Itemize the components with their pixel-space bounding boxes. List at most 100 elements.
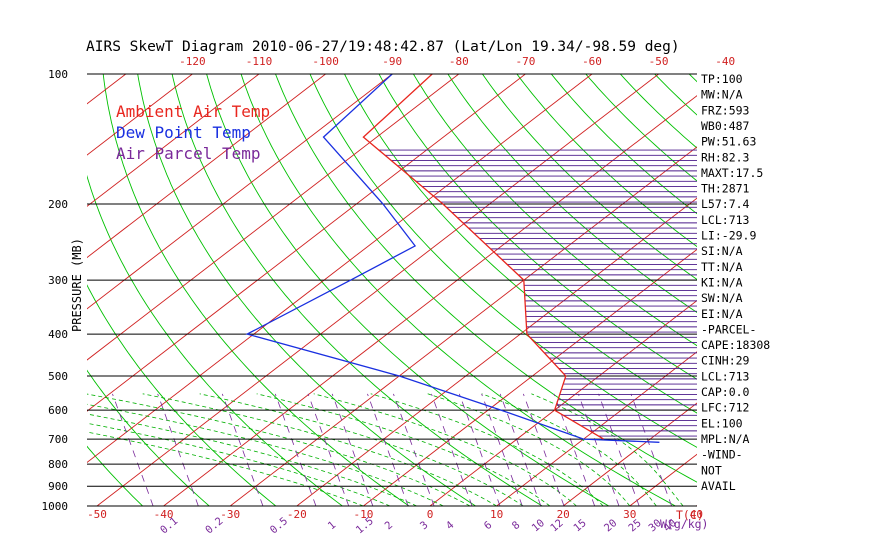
mixing-ratio-line	[367, 393, 409, 506]
moist-adiabat	[87, 431, 364, 506]
moist-adiabat	[256, 393, 551, 506]
stats-line: CAPE:18308	[701, 338, 770, 352]
mixing-ratio-label: 8	[510, 519, 523, 532]
isotherm	[363, 248, 697, 506]
bottom-temp-tick-label: -50	[87, 508, 107, 521]
stats-line: CINH:29	[701, 354, 750, 368]
stats-line: AVAIL	[701, 479, 736, 493]
mixing-ratio-line	[458, 393, 501, 506]
pressure-tick-label: 400	[48, 328, 68, 341]
moist-adiabat	[481, 393, 657, 506]
stats-line: WB0:487	[701, 119, 750, 133]
mixing-ratio-line	[577, 393, 620, 506]
moist-adiabat	[87, 393, 471, 506]
dry-adiabat	[275, 74, 697, 483]
isotherm	[296, 197, 697, 506]
ambient-temp-line	[362, 74, 604, 440]
pressure-tick-label: 900	[48, 480, 68, 493]
top-temp-tick-label: -70	[515, 55, 535, 68]
pressure-tick-label: 1000	[42, 500, 69, 513]
mixing-ratio-line	[522, 393, 565, 506]
stats-line: MPL:N/A	[701, 432, 750, 446]
plot-area	[87, 74, 870, 506]
moist-adiabat	[87, 422, 391, 506]
stats-line: FRZ:593	[701, 103, 750, 117]
mixing-ratio-lines	[112, 393, 672, 506]
stats-line: L57:7.4	[701, 197, 750, 211]
isotherm	[87, 74, 526, 412]
mixing-ratio-unit-label: W(g/kg)	[660, 517, 708, 531]
dry-adiabat	[137, 74, 476, 506]
pressure-tick-label: 200	[48, 198, 68, 211]
dry-adiabat	[585, 74, 697, 182]
dry-adiabat	[240, 74, 676, 506]
top-temp-tick-label: -60	[582, 55, 602, 68]
dry-adiabat	[758, 74, 870, 506]
isotherm	[87, 74, 326, 259]
dry-adiabat	[827, 74, 870, 506]
top-temp-tick-label: -50	[649, 55, 669, 68]
mixing-ratio-line	[499, 393, 542, 506]
top-temperature-tick-labels: -120 -110 -100 -90 -80 -70 -60 -50 -40	[179, 55, 735, 68]
stats-line: PW:51.63	[701, 135, 756, 149]
isotherm	[429, 300, 697, 506]
stats-line: LCL:713	[701, 369, 750, 383]
moist-adiabat	[370, 393, 604, 506]
bottom-temp-tick-label: 30	[623, 508, 636, 521]
mixing-ratio-line	[598, 393, 640, 506]
dry-adiabat	[793, 74, 870, 506]
x-unit-label: T(C)	[676, 508, 704, 522]
mixing-ratio-line	[431, 393, 473, 506]
dry-adiabat	[862, 74, 870, 506]
stats-line: SI:N/A	[701, 244, 743, 258]
dry-adiabat	[206, 74, 610, 506]
stats-line: EI:N/A	[701, 307, 743, 321]
stats-line: MW:N/A	[701, 88, 743, 102]
bottom-temp-tick-label: -30	[220, 508, 240, 521]
moist-adiabat	[313, 393, 577, 506]
sounding-series	[245, 74, 660, 443]
y-axis-label: PRESSURE (MB)	[70, 238, 84, 332]
isotherm	[96, 74, 659, 506]
isotherm	[87, 74, 460, 361]
top-temp-tick-label: -120	[179, 55, 206, 68]
dry-adiabat	[378, 74, 697, 380]
mixing-ratio-line	[331, 393, 374, 506]
dry-adiabat	[87, 174, 343, 506]
mixing-ratio-line	[481, 393, 523, 506]
pressure-tick-label: 300	[48, 274, 68, 287]
stats-line: SW:N/A	[701, 291, 743, 305]
stats-line: LI:-29.9	[701, 229, 756, 243]
stats-line: -PARCEL-	[701, 322, 756, 336]
pressure-tick-label: 800	[48, 458, 68, 471]
mixing-ratio-line	[307, 393, 350, 506]
dry-adiabat	[344, 74, 697, 414]
chart-title: AIRS SkewT Diagram 2010-06-27/19:48:42.8…	[86, 39, 680, 55]
mixing-ratio-label: 3	[418, 519, 431, 532]
moist-adiabat	[531, 393, 684, 506]
cape-hatching	[378, 149, 697, 437]
mixing-ratio-label: 2	[383, 519, 396, 532]
stats-line: TH:2871	[701, 182, 750, 196]
top-temp-tick-label: -90	[382, 55, 402, 68]
pressure-tick-label: 600	[48, 404, 68, 417]
isotherm	[763, 74, 870, 506]
bottom-temp-tick-label: 10	[490, 508, 503, 521]
mixing-ratio-line	[393, 393, 435, 506]
dry-adiabat	[619, 74, 697, 149]
top-temp-tick-label: -110	[246, 55, 273, 68]
bottom-temp-tick-label: 20	[557, 508, 570, 521]
mixing-ratio-label: 1	[326, 519, 339, 532]
isotherm	[87, 74, 260, 207]
mixing-ratio-label: 15	[571, 517, 588, 534]
dry-adiabat	[550, 74, 697, 215]
pressure-tick-labels: 100 200 300 400 500 600 700 800 900 1000	[42, 68, 69, 513]
dry-adiabat	[516, 74, 697, 248]
legend-entry: Air Parcel Temp	[116, 144, 261, 163]
bottom-temp-tick-label: -10	[353, 508, 373, 521]
dry-adiabat	[171, 74, 543, 506]
stats-line: NOT	[701, 463, 722, 477]
bottom-temp-tick-label: -20	[287, 508, 307, 521]
bottom-temperature-tick-labels: -50 -40 -30 -20 -10 0 10 20 30 40	[87, 508, 703, 521]
